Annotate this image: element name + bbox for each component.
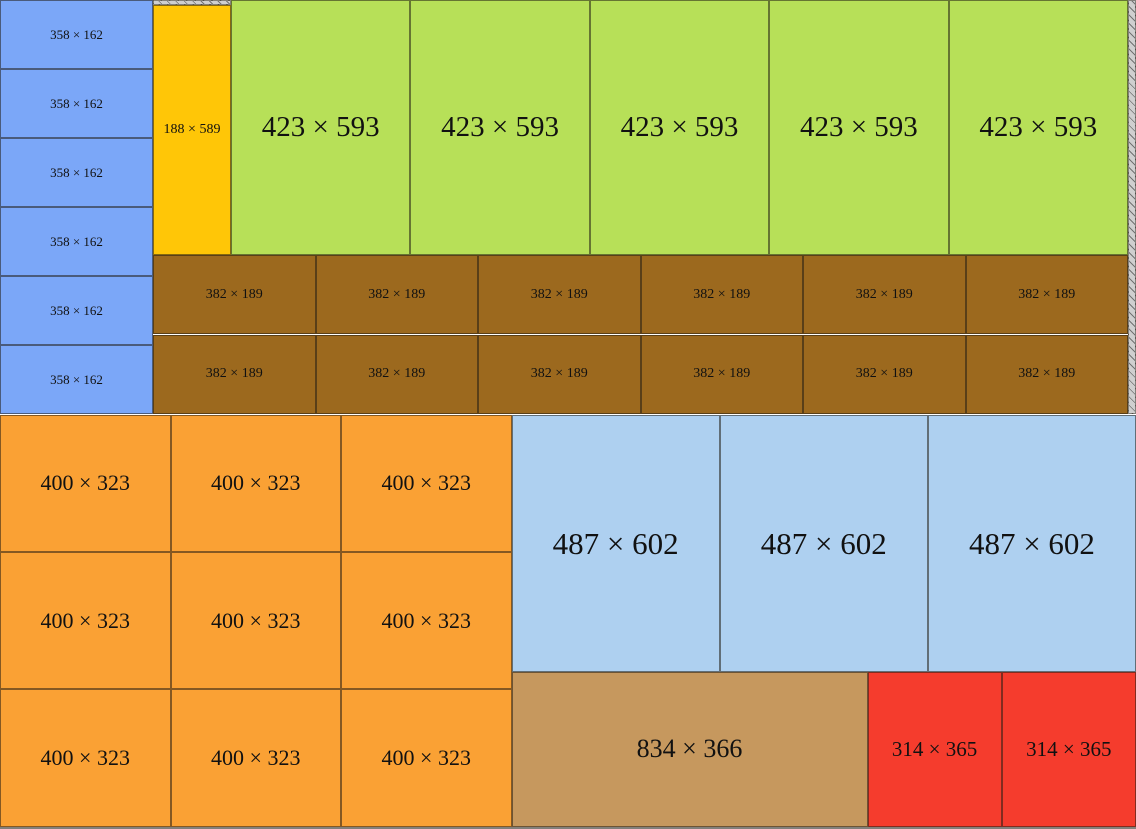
rect-dimension-label: 358 × 162 — [50, 96, 103, 112]
packed-rect-yellow: 188 × 589 — [153, 4, 231, 255]
packed-rect-brown: 382 × 189 — [153, 334, 316, 415]
packed-rect-lightblue: 487 × 602 — [511, 414, 720, 672]
packed-rect-brown: 382 × 189 — [965, 334, 1128, 415]
rect-dimension-label: 382 × 189 — [1018, 286, 1076, 302]
rect-dimension-label: 382 × 189 — [693, 286, 751, 302]
rect-dimension-label: 487 × 602 — [552, 525, 679, 561]
rect-dimension-label: 400 × 323 — [211, 470, 301, 496]
rect-dimension-label: 382 × 189 — [693, 366, 751, 382]
packed-rect-brown: 382 × 189 — [640, 334, 803, 415]
packed-rect-orange: 400 × 323 — [170, 689, 341, 827]
rect-dimension-label: 382 × 189 — [1018, 366, 1076, 382]
rect-dimension-label: 358 × 162 — [50, 303, 103, 319]
rect-dimension-label: 382 × 189 — [205, 366, 263, 382]
packed-rect-blue: 358 × 162 — [0, 138, 153, 208]
packed-rect-brown: 382 × 189 — [153, 254, 316, 335]
packed-rect-blue: 358 × 162 — [0, 345, 153, 415]
rect-dimension-label: 382 × 189 — [855, 286, 913, 302]
packed-rect-green: 423 × 593 — [231, 0, 411, 255]
packed-rect-blue: 358 × 162 — [0, 0, 153, 70]
packed-rect-lightblue: 487 × 602 — [719, 414, 928, 672]
packed-rect-orange: 400 × 323 — [170, 414, 341, 552]
packed-rect-green: 423 × 593 — [589, 0, 770, 255]
rect-dimension-label: 382 × 189 — [855, 366, 913, 382]
packed-rect-orange: 400 × 323 — [0, 551, 171, 690]
rect-dimension-label: 400 × 323 — [381, 470, 471, 496]
rect-dimension-label: 382 × 189 — [530, 366, 588, 382]
rect-dimension-label: 358 × 162 — [50, 27, 103, 43]
rect-dimension-label: 400 × 323 — [211, 607, 301, 633]
rect-dimension-label: 314 × 365 — [1026, 736, 1112, 761]
packed-rect-brown: 382 × 189 — [315, 334, 478, 415]
packed-rect-blue: 358 × 162 — [0, 276, 153, 346]
rect-dimension-label: 400 × 323 — [381, 607, 471, 633]
rect-dimension-label: 382 × 189 — [205, 286, 263, 302]
packed-rect-orange: 400 × 323 — [0, 414, 171, 552]
rect-dimension-label: 487 × 602 — [968, 525, 1095, 561]
rect-dimension-label: 382 × 189 — [530, 286, 588, 302]
rect-dimension-label: 487 × 602 — [760, 525, 887, 561]
rect-dimension-label: 400 × 323 — [40, 744, 130, 770]
rect-dimension-label: 400 × 323 — [211, 744, 301, 770]
packed-rect-brown: 382 × 189 — [640, 254, 803, 335]
packed-rect-tan: 834 × 366 — [511, 671, 868, 827]
rect-dimension-label: 188 × 589 — [163, 121, 221, 137]
free-space-hatch — [153, 0, 231, 5]
rect-dimension-label: 423 × 593 — [799, 110, 918, 143]
rect-dimension-label: 382 × 189 — [368, 286, 426, 302]
packed-rect-blue: 358 × 162 — [0, 207, 153, 277]
packed-rect-green: 423 × 593 — [410, 0, 590, 255]
rect-dimension-label: 423 × 593 — [620, 110, 739, 143]
free-space-hatch — [1128, 0, 1136, 415]
rect-dimension-label: 400 × 323 — [381, 744, 471, 770]
rect-dimension-label: 423 × 593 — [261, 110, 380, 143]
packed-rect-brown: 382 × 189 — [478, 334, 641, 415]
packed-rect-green: 423 × 593 — [948, 0, 1128, 255]
rect-dimension-label: 400 × 323 — [40, 607, 130, 633]
packed-rect-brown: 382 × 189 — [315, 254, 478, 335]
rect-dimension-label: 358 × 162 — [50, 234, 103, 250]
packed-rect-orange: 400 × 323 — [0, 689, 171, 827]
packed-rect-brown: 382 × 189 — [965, 254, 1128, 335]
packed-rect-orange: 400 × 323 — [341, 414, 512, 552]
packed-rect-brown: 382 × 189 — [803, 334, 966, 415]
packed-rect-blue: 358 × 162 — [0, 69, 153, 139]
rect-dimension-label: 400 × 323 — [40, 470, 130, 496]
rect-dimension-label: 834 × 366 — [636, 734, 743, 764]
packed-rect-orange: 400 × 323 — [341, 551, 512, 690]
rect-dimension-label: 423 × 593 — [441, 110, 560, 143]
rect-dimension-label: 423 × 593 — [979, 110, 1098, 143]
packed-rect-red: 314 × 365 — [1001, 671, 1136, 827]
rect-dimension-label: 382 × 189 — [368, 366, 426, 382]
packed-rect-lightblue: 487 × 602 — [927, 414, 1136, 672]
rect-dimension-label: 314 × 365 — [891, 736, 978, 761]
packed-rect-orange: 400 × 323 — [170, 551, 341, 690]
packed-rect-orange: 400 × 323 — [341, 689, 512, 827]
packed-rect-red: 314 × 365 — [867, 671, 1002, 827]
packed-rect-brown: 382 × 189 — [803, 254, 966, 335]
packed-rect-brown: 382 × 189 — [478, 254, 641, 335]
packed-rect-green: 423 × 593 — [769, 0, 949, 255]
rect-dimension-label: 358 × 162 — [50, 165, 103, 181]
rect-dimension-label: 358 × 162 — [50, 372, 103, 388]
